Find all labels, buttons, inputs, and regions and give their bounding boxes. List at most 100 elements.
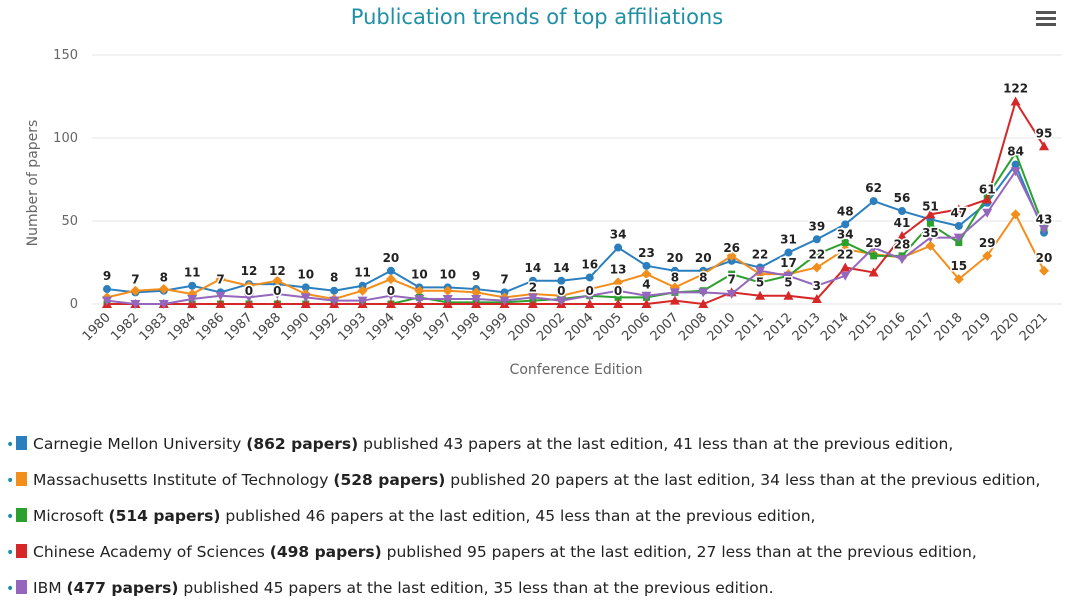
data-point[interactable] — [557, 276, 566, 285]
data-point[interactable] — [840, 271, 851, 281]
data-point[interactable] — [330, 286, 339, 295]
legend-item-cmu[interactable]: • Carnegie Mellon University (862 papers)… — [6, 435, 954, 453]
data-point[interactable] — [870, 252, 878, 260]
data-point[interactable] — [300, 299, 311, 308]
data-point[interactable] — [811, 262, 822, 273]
data-point[interactable] — [499, 296, 510, 306]
data-point[interactable] — [584, 284, 595, 295]
data-point[interactable] — [982, 250, 993, 261]
data-point[interactable] — [670, 266, 679, 275]
data-point[interactable] — [243, 280, 254, 291]
data-point[interactable] — [954, 221, 963, 230]
data-point[interactable] — [215, 299, 226, 308]
chart-menu-button[interactable] — [1034, 8, 1058, 30]
data-point[interactable] — [669, 288, 680, 298]
data-point[interactable] — [755, 266, 766, 276]
data-point[interactable] — [527, 293, 538, 303]
data-point[interactable] — [642, 261, 651, 270]
data-point[interactable] — [300, 293, 311, 303]
data-point[interactable] — [385, 291, 396, 301]
data-point[interactable] — [442, 295, 453, 305]
data-point[interactable] — [357, 296, 368, 306]
data-point[interactable] — [1010, 96, 1021, 106]
data-point[interactable] — [215, 291, 226, 301]
data-point[interactable] — [414, 295, 425, 305]
data-point[interactable] — [898, 207, 907, 216]
legend-item-mit[interactable]: • Massachusetts Institute of Technology (… — [6, 471, 1041, 489]
data-point[interactable] — [102, 296, 112, 306]
data-point[interactable] — [783, 271, 794, 281]
data-point[interactable] — [272, 290, 283, 300]
data-point[interactable] — [840, 244, 851, 255]
data-point[interactable] — [1039, 265, 1049, 276]
data-point[interactable] — [926, 220, 934, 228]
data-point[interactable] — [1012, 149, 1020, 157]
data-point[interactable] — [187, 295, 198, 305]
data-point[interactable] — [811, 281, 822, 291]
data-point[interactable] — [698, 269, 709, 280]
data-point[interactable] — [585, 273, 594, 282]
data-point[interactable] — [584, 299, 595, 308]
data-point[interactable] — [1039, 141, 1049, 151]
data-point[interactable] — [840, 262, 851, 272]
data-point[interactable] — [841, 220, 850, 229]
data-point[interactable] — [103, 285, 111, 294]
data-point[interactable] — [442, 285, 453, 296]
data-point[interactable] — [527, 299, 538, 308]
data-point[interactable] — [868, 243, 879, 253]
data-point[interactable] — [756, 278, 764, 286]
data-point[interactable] — [613, 286, 624, 296]
data-point[interactable] — [812, 235, 821, 244]
data-point[interactable] — [614, 243, 623, 252]
data-point[interactable] — [188, 281, 197, 290]
data-point[interactable] — [614, 293, 622, 301]
data-point[interactable] — [897, 255, 908, 265]
data-point[interactable] — [215, 274, 226, 285]
data-point[interactable] — [243, 299, 254, 308]
data-point[interactable] — [784, 248, 793, 257]
data-point[interactable] — [953, 204, 964, 214]
data-point[interactable] — [698, 299, 709, 308]
data-point[interactable] — [528, 276, 537, 285]
data-point[interactable] — [813, 250, 821, 258]
data-point[interactable] — [1010, 167, 1021, 177]
data-point[interactable] — [841, 239, 849, 247]
data-point[interactable] — [130, 300, 141, 309]
data-point[interactable] — [641, 291, 652, 301]
data-point[interactable] — [1010, 209, 1021, 220]
data-point[interactable] — [982, 208, 993, 218]
data-point[interactable] — [329, 296, 340, 306]
data-point[interactable] — [726, 250, 737, 261]
data-point[interactable] — [130, 285, 141, 296]
legend-item-ibm[interactable]: • IBM (477 papers) published 45 papers at… — [6, 579, 774, 597]
data-point[interactable] — [811, 294, 822, 304]
data-point[interactable] — [925, 209, 936, 219]
data-point[interactable] — [868, 267, 879, 277]
data-point[interactable] — [982, 194, 993, 204]
data-point[interactable] — [158, 284, 169, 295]
data-point[interactable] — [728, 270, 736, 278]
data-point[interactable] — [414, 285, 425, 296]
data-point[interactable] — [385, 274, 396, 285]
data-point[interactable] — [783, 290, 794, 300]
data-point[interactable] — [272, 299, 283, 308]
data-point[interactable] — [1011, 160, 1020, 169]
data-point[interactable] — [471, 287, 482, 298]
data-point[interactable] — [471, 295, 482, 305]
data-point[interactable] — [641, 269, 652, 280]
data-point[interactable] — [158, 300, 169, 309]
data-point[interactable] — [726, 290, 737, 300]
data-point[interactable] — [641, 299, 652, 308]
data-point[interactable] — [613, 277, 624, 288]
data-point[interactable] — [385, 299, 396, 308]
data-point[interactable] — [669, 295, 680, 305]
data-point[interactable] — [272, 275, 283, 286]
data-point[interactable] — [386, 266, 395, 275]
data-point[interactable] — [301, 283, 310, 292]
data-point[interactable] — [953, 233, 964, 243]
data-point[interactable] — [698, 288, 709, 298]
data-point[interactable] — [755, 290, 766, 300]
data-point[interactable] — [925, 240, 936, 251]
legend-item-microsoft[interactable]: • Microsoft (514 papers) published 46 pap… — [6, 507, 816, 525]
data-point[interactable] — [897, 230, 908, 240]
